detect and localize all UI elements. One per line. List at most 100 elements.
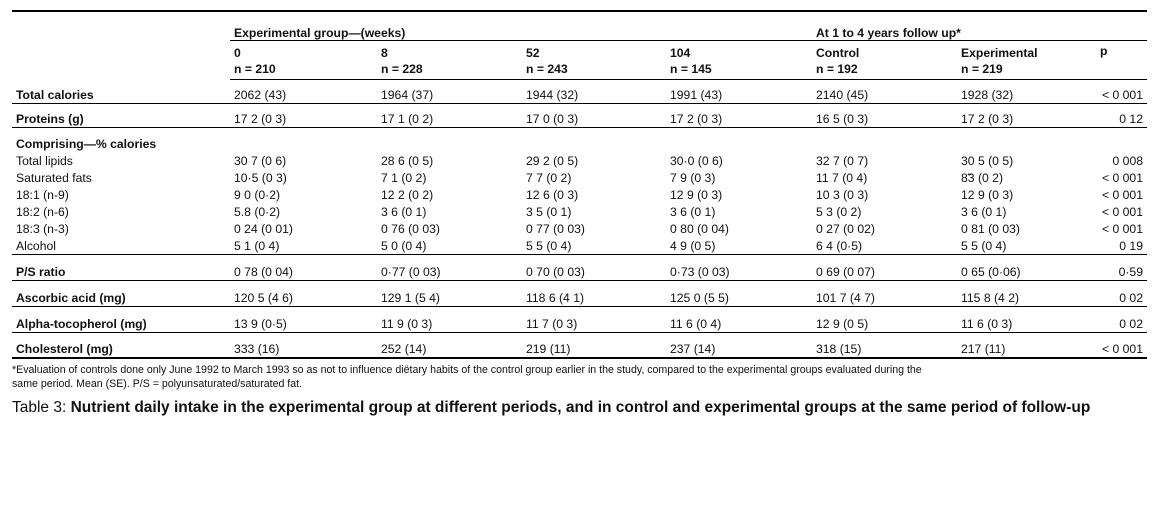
row-label: P/S ratio	[12, 254, 230, 281]
cell: 0 65 (0·06)	[957, 254, 1096, 281]
cell: 0 70 (0 03)	[522, 254, 666, 281]
row-alcohol: Alcohol 5 1 (0 4) 5 0 (0 4) 5 5 (0 4) 4 …	[12, 236, 1147, 255]
cell: 3 6 (0 1)	[670, 204, 716, 219]
cell-p: 0·59	[1096, 254, 1147, 281]
cell: 5 5 (0 4)	[522, 236, 666, 255]
cell: 0 24 (0 01)	[234, 221, 293, 236]
cell: 115 8 (4 2)	[957, 280, 1096, 307]
cell: 318 (15)	[812, 332, 957, 359]
cell: 7 1 (0 2)	[381, 170, 427, 185]
cell: 12 9 (0 5)	[812, 306, 957, 333]
cell: 1991 (43)	[666, 79, 812, 104]
caption-title: Nutrient daily intake in the experimenta…	[70, 399, 1091, 416]
cell: 1928 (32)	[957, 79, 1096, 104]
cell: 12 9 (0 3)	[961, 187, 1014, 202]
cell: 11 9 (0 3)	[377, 306, 522, 333]
cell-p: 0 02	[1096, 306, 1147, 333]
group-followup: At 1 to 4 years follow up*	[812, 18, 1147, 41]
row-saturated-fats: Saturated fats 10·5 (0 3) 7 1 (0 2) 7 7 …	[12, 169, 1147, 186]
cell: 0 77 (0 03)	[526, 221, 585, 236]
cell: 0 76 (0 03)	[381, 221, 440, 236]
cell: 17 1 (0 2)	[377, 103, 522, 128]
cell-p: < 0 001	[1101, 204, 1143, 219]
cell: 0 78 (0 04)	[230, 254, 377, 281]
row-label: 18:1 (n-9)	[16, 187, 69, 202]
row-label: Ascorbic acid (mg)	[12, 280, 230, 307]
cell: 5 1 (0 4)	[230, 236, 377, 255]
group-experimental: Experimental group—(weeks)	[230, 18, 812, 41]
cell: 7 7 (0 2)	[526, 170, 572, 185]
cell: 219 (11)	[522, 332, 666, 359]
cell: 0 81 (0 03)	[961, 221, 1020, 236]
cell-p: 0 12	[1096, 103, 1147, 128]
cell: 17 2 (0 3)	[230, 103, 377, 128]
cell: 11 6 (0 3)	[957, 306, 1096, 333]
row-label: Total lipids	[16, 153, 73, 168]
cell: 12 6 (0 3)	[526, 187, 579, 202]
cell-p: 0 19	[1096, 236, 1147, 255]
table-footnote: *Evaluation of controls done only June 1…	[12, 363, 1147, 391]
col-header-control: Control n = 192	[812, 40, 957, 80]
cell: 30·0 (0 6)	[670, 153, 723, 168]
cell: 4 9 (0 5)	[666, 236, 812, 255]
cell: 12 2 (0 2)	[381, 187, 434, 202]
cell: 8̃3 (0 2)	[961, 170, 1004, 185]
cell: 217 (11)	[957, 332, 1096, 359]
cell: 11 6 (0 4)	[666, 306, 812, 333]
cell: 28 6 (0 5)	[381, 153, 434, 168]
cell: 17 2 (0 3)	[957, 103, 1096, 128]
row-ps-ratio: P/S ratio 0 78 (0 04) 0·77 (0 03) 0 70 (…	[12, 254, 1147, 281]
cell: 125 0 (5 5)	[666, 280, 812, 307]
cell-p: 0 008	[1112, 153, 1144, 168]
row-ascorbic-acid: Ascorbic acid (mg) 120 5 (4 6) 129 1 (5 …	[12, 280, 1147, 307]
cell: 0 69 (0 07)	[812, 254, 957, 281]
cell: 7 9 (0 3)	[670, 170, 716, 185]
cell: 13 9 (0·5)	[230, 306, 377, 333]
col-header-52: 52 n = 243	[522, 40, 666, 80]
cell: 1964 (37)	[377, 79, 522, 104]
row-total-lipids: Total lipids 30 7 (0 6) 28 6 (0 5) 29 2 …	[12, 152, 1147, 169]
cell: 6 4 (0·5)	[812, 236, 957, 255]
row-label: 18:2 (n-6)	[16, 204, 69, 219]
cell: 2140 (45)	[812, 79, 957, 104]
row-label: Proteins (g)	[12, 103, 230, 128]
row-label: Alpha-tocopherol (mg)	[12, 306, 230, 333]
row-label: Alcohol	[12, 236, 230, 255]
row-alpha-tocopherol: Alpha-tocopherol (mg) 13 9 (0·5) 11 9 (0…	[12, 306, 1147, 333]
cell: 0 27 (0 02)	[816, 221, 875, 236]
col-header-experimental: Experimental n = 219	[957, 40, 1096, 80]
cell: 5 3 (0 2)	[816, 204, 862, 219]
row-proteins: Proteins (g) 17 2 (0 3) 17 1 (0 2) 17 0 …	[12, 103, 1147, 128]
cell: 237 (14)	[666, 332, 812, 359]
cell: 5.8 (0·2)	[234, 204, 281, 219]
row-comprising-heading: Comprising—% calories	[12, 128, 1147, 152]
cell: 252 (14)	[377, 332, 522, 359]
cell: 0·77 (0 03)	[377, 254, 522, 281]
cell: 129 1 (5 4)	[377, 280, 522, 307]
cell: 30 7 (0 6)	[234, 153, 287, 168]
col-header-104: 104 n = 145	[666, 40, 812, 80]
cell: 32 7 (0 7)	[816, 153, 869, 168]
cell: 5 0 (0 4)	[377, 236, 522, 255]
cell: 9 0 (0·2)	[234, 187, 281, 202]
row-label: Total calories	[12, 79, 230, 104]
cell-p: < 0 001	[1101, 170, 1143, 185]
cell: 16 5 (0 3)	[812, 103, 957, 128]
cell: 17 0 (0 3)	[522, 103, 666, 128]
cell: 1944 (32)	[522, 79, 666, 104]
cell-p: < 0 001	[1101, 221, 1143, 236]
table-container: Experimental group—(weeks) At 1 to 4 yea…	[12, 10, 1147, 418]
cell: 3 6 (0 1)	[381, 204, 427, 219]
cell: 29 2 (0 5)	[526, 153, 579, 168]
row-label: 18:3 (n-3)	[16, 221, 69, 236]
footnote-line-1: *Evaluation of controls done only June 1…	[12, 364, 922, 376]
cell: 3 5 (0 1)	[526, 204, 572, 219]
cell: 3 6 (0 1)	[961, 204, 1007, 219]
group-header-row: Experimental group—(weeks) At 1 to 4 yea…	[12, 18, 1147, 41]
cell-p: < 0 001	[1096, 79, 1147, 104]
cell: 101 7 (4 7)	[812, 280, 957, 307]
row-label: Saturated fats	[16, 170, 92, 185]
cell-p: < 0 001	[1096, 332, 1147, 359]
